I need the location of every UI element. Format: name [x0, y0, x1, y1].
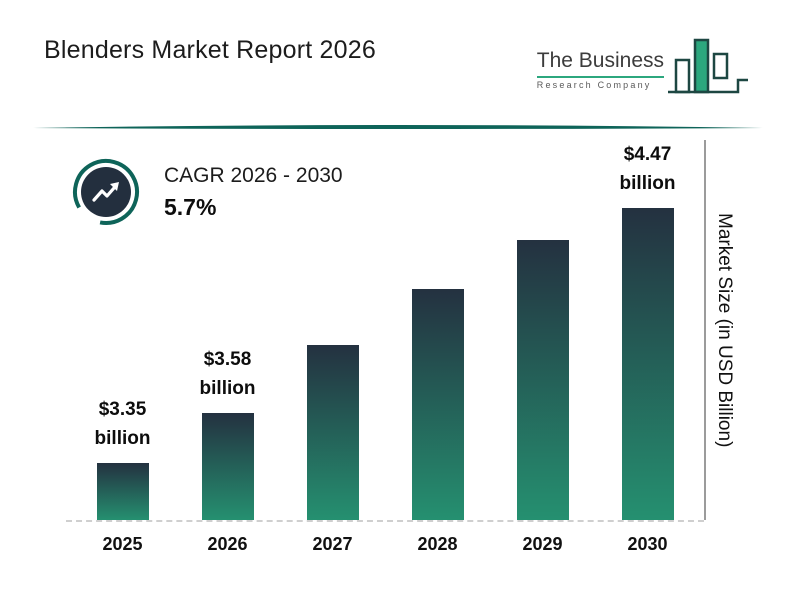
bar-2029 — [516, 240, 569, 520]
bar-column-2025: $3.35 billion — [70, 396, 175, 520]
bar-2027 — [306, 345, 359, 520]
company-logo: The Business Research Company — [536, 34, 750, 100]
x-tick-label-2026: 2026 — [207, 534, 248, 554]
bar-value-label: $3.58 billion — [199, 349, 256, 399]
cagr-text: CAGR 2026 - 2030 5.7% — [164, 164, 343, 221]
bar-2028 — [411, 289, 464, 520]
x-tick-label-2029: 2029 — [522, 534, 563, 554]
y-axis-line — [704, 140, 706, 520]
x-axis-baseline — [66, 520, 704, 522]
logo-bars-icon — [668, 38, 748, 94]
bar-chart: $3.35 billion $3.58 billion $4.47 billion — [70, 138, 700, 520]
trend-up-icon — [72, 159, 139, 225]
x-tick-label-2030: 2030 — [627, 534, 668, 554]
x-tick-label-2027: 2027 — [312, 534, 353, 554]
page-title: Blenders Market Report 2026 — [44, 36, 376, 64]
y-axis-title: Market Size (in USD Billion) — [714, 212, 735, 448]
bar-2025 — [96, 463, 149, 520]
divider-line — [33, 125, 765, 129]
x-tick-label-2028: 2028 — [417, 534, 458, 554]
bar-column-2029 — [490, 240, 595, 520]
cagr-badge: CAGR 2026 - 2030 5.7% — [72, 158, 343, 226]
bar-column-2026: $3.58 billion — [175, 346, 280, 520]
x-axis-ticks: 2025 2026 2027 2028 2029 2030 — [70, 534, 700, 555]
bar-column-2030: $4.47 billion — [595, 141, 700, 520]
bar-column-2027 — [280, 345, 385, 520]
bar-value-label: $4.47 billion — [619, 144, 676, 194]
cagr-value: 5.7% — [164, 193, 217, 220]
bar-value-label: $3.35 billion — [94, 399, 151, 449]
logo-text: The Business Research Company — [536, 49, 664, 100]
bar-2026 — [201, 413, 254, 520]
logo-line2: Research Company — [536, 80, 652, 90]
bar-column-2028 — [385, 289, 490, 520]
cagr-label: CAGR 2026 - 2030 — [164, 163, 343, 187]
logo-line1: The Business — [536, 49, 664, 78]
x-tick-label-2025: 2025 — [102, 534, 143, 554]
bar-2030 — [621, 208, 674, 520]
